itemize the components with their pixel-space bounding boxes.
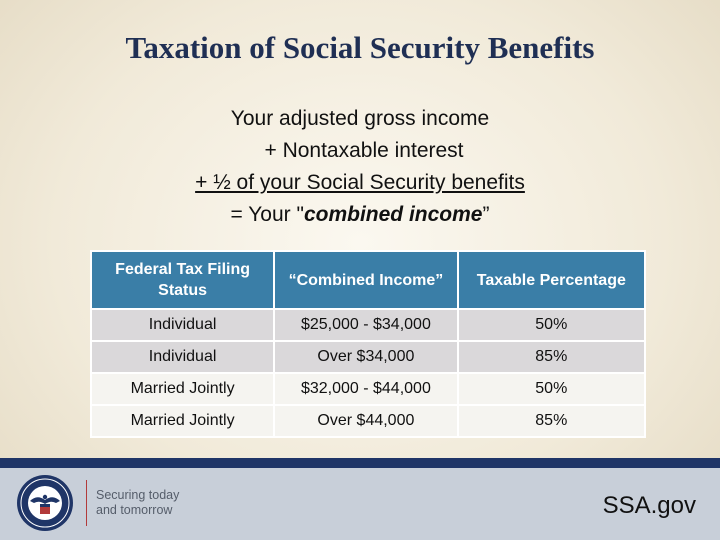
table-row: Married Jointly $32,000 - $44,000 50% bbox=[89, 372, 647, 406]
cell-taxable-percentage: 50% bbox=[456, 308, 647, 342]
cell-filing-status: Individual bbox=[89, 340, 276, 374]
table-row: Married Jointly Over $44,000 85% bbox=[89, 404, 647, 438]
cell-taxable-percentage: 50% bbox=[456, 372, 647, 406]
footer-divider bbox=[86, 480, 87, 526]
footer-accent-bar bbox=[0, 458, 720, 468]
slide-title: Taxation of Social Security Benefits bbox=[125, 30, 595, 65]
cell-combined-income: Over $34,000 bbox=[273, 340, 459, 374]
formula-result-emphasis: combined income bbox=[303, 203, 483, 226]
formula-line-result: = Your "combined income” bbox=[0, 199, 720, 231]
cell-filing-status: Married Jointly bbox=[89, 372, 276, 406]
cell-combined-income: $32,000 - $44,000 bbox=[273, 372, 459, 406]
ssa-seal-icon bbox=[17, 475, 73, 531]
taxation-table: Federal Tax Filing Status “Combined Inco… bbox=[89, 250, 647, 438]
tagline-line-2: and tomorrow bbox=[96, 503, 173, 517]
cell-combined-income: Over $44,000 bbox=[273, 404, 459, 438]
formula-line-benefits: + ½ of your Social Security benefits bbox=[195, 171, 525, 194]
table-row: Individual Over $34,000 85% bbox=[89, 340, 647, 374]
footer: Securing today and tomorrow SSA.gov bbox=[0, 468, 720, 540]
cell-filing-status: Married Jointly bbox=[89, 404, 276, 438]
header-taxable-percentage: Taxable Percentage bbox=[456, 250, 647, 310]
cell-filing-status: Individual bbox=[89, 308, 276, 342]
formula-result-prefix: = Your " bbox=[230, 203, 304, 226]
header-filing-status: Federal Tax Filing Status bbox=[89, 250, 276, 310]
combined-income-formula: Your adjusted gross income + Nontaxable … bbox=[0, 103, 720, 231]
formula-line-interest: + Nontaxable interest bbox=[264, 139, 464, 162]
table-header-row: Federal Tax Filing Status “Combined Inco… bbox=[89, 250, 647, 310]
ssa-gov-link[interactable]: SSA.gov bbox=[602, 492, 696, 519]
header-combined-income: “Combined Income” bbox=[273, 250, 459, 310]
formula-result-suffix: ” bbox=[482, 203, 490, 226]
cell-combined-income: $25,000 - $34,000 bbox=[273, 308, 459, 342]
footer-tagline: Securing today and tomorrow bbox=[96, 488, 179, 518]
cell-taxable-percentage: 85% bbox=[456, 340, 647, 374]
table-row: Individual $25,000 - $34,000 50% bbox=[89, 308, 647, 342]
cell-taxable-percentage: 85% bbox=[456, 404, 647, 438]
formula-line-agi: Your adjusted gross income bbox=[230, 107, 490, 130]
tagline-line-1: Securing today bbox=[96, 488, 180, 502]
